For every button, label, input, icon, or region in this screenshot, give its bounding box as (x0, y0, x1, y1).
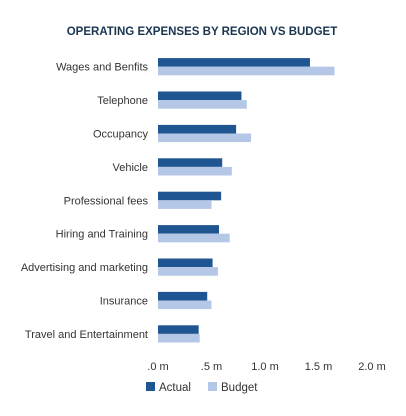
bar-budget (158, 233, 230, 243)
x-axis-tick-labels: .0 m .5 m 1.0 m 1.5 m 2.0 m (147, 361, 385, 373)
bar-budget (158, 166, 232, 176)
x-tick-label: .5 m (201, 361, 222, 373)
category-label: Hiring and Training (56, 229, 148, 241)
bar-actual (158, 191, 222, 201)
legend-label-actual: Actual (159, 382, 191, 394)
x-tick-label: 2.0 m (358, 361, 386, 373)
legend-swatch-actual (146, 382, 155, 391)
bar-actual (158, 225, 219, 234)
bars-group (158, 58, 335, 343)
bar-actual (158, 291, 208, 301)
category-label: Occupancy (93, 129, 149, 141)
bar-actual (158, 91, 242, 101)
bar-budget (158, 100, 247, 109)
x-tick-label: 1.0 m (251, 361, 279, 373)
bar-budget (158, 333, 200, 343)
legend-label-budget: Budget (221, 382, 258, 394)
bar-budget (158, 66, 335, 76)
category-label: Telephone (97, 95, 148, 107)
category-labels: Wages and Benfits Telephone Occupancy Vehic… (21, 62, 149, 341)
bar-actual (158, 124, 237, 134)
bar-actual (158, 58, 310, 67)
bar-budget (158, 200, 212, 209)
bar-budget (158, 133, 252, 143)
bar-actual (158, 325, 199, 334)
category-label: Insurance (100, 296, 148, 308)
bar-budget (158, 267, 218, 276)
bar-actual (158, 158, 223, 167)
bar-actual (158, 258, 213, 268)
category-label: Professional fees (64, 195, 149, 207)
category-label: Travel and Entertainment (25, 329, 148, 341)
legend: Actual Budget (146, 382, 258, 394)
chart-title: OPERATING EXPENSES BY REGION VS BUDGET (67, 26, 338, 38)
legend-swatch-budget (208, 382, 217, 391)
category-label: Wages and Benfits (56, 62, 148, 74)
category-label: Vehicle (113, 162, 148, 174)
x-tick-label: .0 m (147, 361, 168, 373)
category-label: Advertising and marketing (21, 262, 148, 274)
x-tick-label: 1.5 m (305, 361, 333, 373)
bar-budget (158, 300, 212, 310)
